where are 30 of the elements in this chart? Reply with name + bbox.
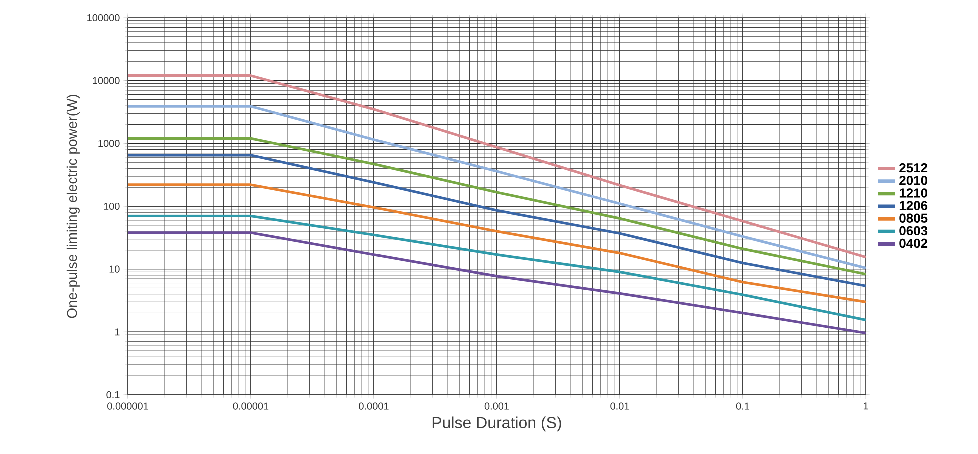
x-tick-label: 0.0001: [359, 402, 389, 410]
legend-label: 2010: [900, 176, 928, 186]
legend-label: 2512: [900, 163, 928, 173]
legend-label: 1210: [900, 188, 928, 198]
y-axis-title: One-pulse limiting electric power(W): [66, 94, 80, 318]
line-series: [128, 105, 866, 270]
y-tick-label: 0.1: [106, 391, 120, 399]
y-tick-label: 100000: [88, 14, 120, 22]
line-series: [128, 137, 866, 276]
x-tick-label: 0.1: [736, 402, 750, 410]
y-tick-label: 100: [104, 202, 120, 210]
x-tick-label: 0.001: [484, 402, 510, 410]
y-tick-label: 1000: [98, 140, 120, 148]
y-tick-label: 10000: [93, 77, 120, 84]
x-tick-label: 0.00001: [233, 402, 269, 410]
line-series: [128, 214, 866, 322]
y-tick-label: 1: [115, 328, 120, 336]
line-series: [128, 154, 866, 288]
x-tick-label: 0.000001: [108, 402, 148, 410]
legend-label: 0402: [900, 238, 928, 248]
y-tick-label: 10: [110, 266, 120, 273]
line-series: [128, 232, 866, 335]
legend-label: 1206: [900, 201, 928, 210]
line-series: [128, 74, 866, 259]
x-tick-label: 1: [864, 402, 868, 410]
line-series: [128, 184, 866, 304]
legend-label: 0603: [900, 226, 928, 236]
x-tick-label: 0.01: [610, 402, 630, 410]
legend-label: 0805: [900, 214, 928, 223]
x-axis-title: Pulse Duration (S): [432, 416, 562, 432]
